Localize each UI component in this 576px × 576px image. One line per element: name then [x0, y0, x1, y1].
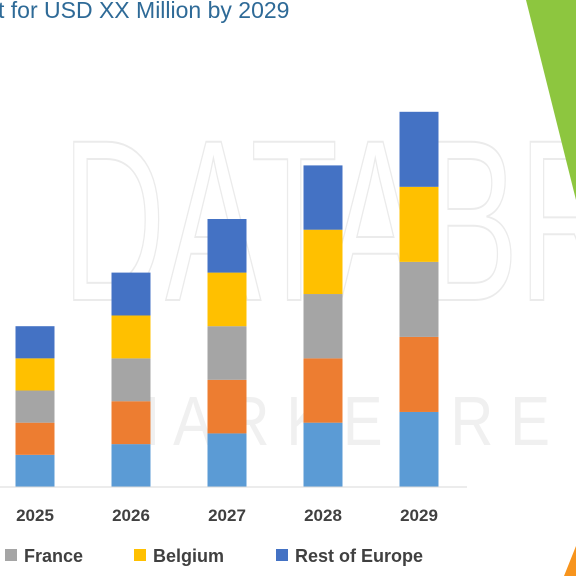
- bar-segment-2029-s0: [399, 411, 439, 487]
- legend-swatch: [276, 549, 288, 561]
- legend-label: Belgium: [153, 546, 224, 566]
- x-tick-label: 2029: [400, 506, 438, 525]
- bar-segment-2027-s2: [207, 326, 247, 380]
- bar-segment-2029-s2: [399, 261, 439, 337]
- bar-segment-2026-s3: [111, 315, 151, 359]
- bar-segment-2026-s0: [111, 444, 151, 487]
- bar-segment-2028-s2: [303, 294, 343, 359]
- x-tick-labels: 2025 2026 2027 2028 2029: [16, 506, 438, 525]
- bar-segment-2029-s4: [399, 111, 439, 187]
- legend: France Belgium Rest of Europe: [5, 546, 423, 566]
- bar-segment-2025-s0: [15, 454, 55, 487]
- bar-segment-2025-s3: [15, 358, 55, 391]
- x-tick-label: 2027: [208, 506, 246, 525]
- x-tick-label: 2026: [112, 506, 150, 525]
- bar-segment-2029-s3: [399, 186, 439, 262]
- accent-orange-shape: [564, 546, 576, 576]
- bar-segment-2026-s4: [111, 272, 151, 316]
- accent-green-shape: [526, 0, 576, 200]
- bar-segment-2025-s1: [15, 422, 55, 455]
- bar-group: [15, 111, 439, 487]
- legend-label: France: [24, 546, 83, 566]
- bar-segment-2027-s3: [207, 272, 247, 327]
- legend-swatch: [134, 549, 146, 561]
- bar-segment-2025-s2: [15, 390, 55, 423]
- chart-title: t for USD XX Million by 2029: [0, 0, 290, 23]
- x-tick-label: 2025: [16, 506, 54, 525]
- bar-segment-2027-s1: [207, 379, 247, 434]
- bar-segment-2026-s2: [111, 358, 151, 402]
- legend-label: Rest of Europe: [295, 546, 423, 566]
- bar-segment-2026-s1: [111, 401, 151, 445]
- bar-segment-2027-s0: [207, 433, 247, 487]
- bar-segment-2029-s1: [399, 336, 439, 412]
- bar-segment-2028-s3: [303, 229, 343, 295]
- bar-segment-2027-s4: [207, 219, 247, 273]
- legend-swatch: [5, 549, 17, 561]
- x-tick-label: 2028: [304, 506, 342, 525]
- bar-segment-2028-s1: [303, 358, 343, 423]
- bar-segment-2028-s4: [303, 165, 343, 230]
- bar-segment-2025-s4: [15, 326, 55, 359]
- bar-segment-2028-s0: [303, 422, 343, 487]
